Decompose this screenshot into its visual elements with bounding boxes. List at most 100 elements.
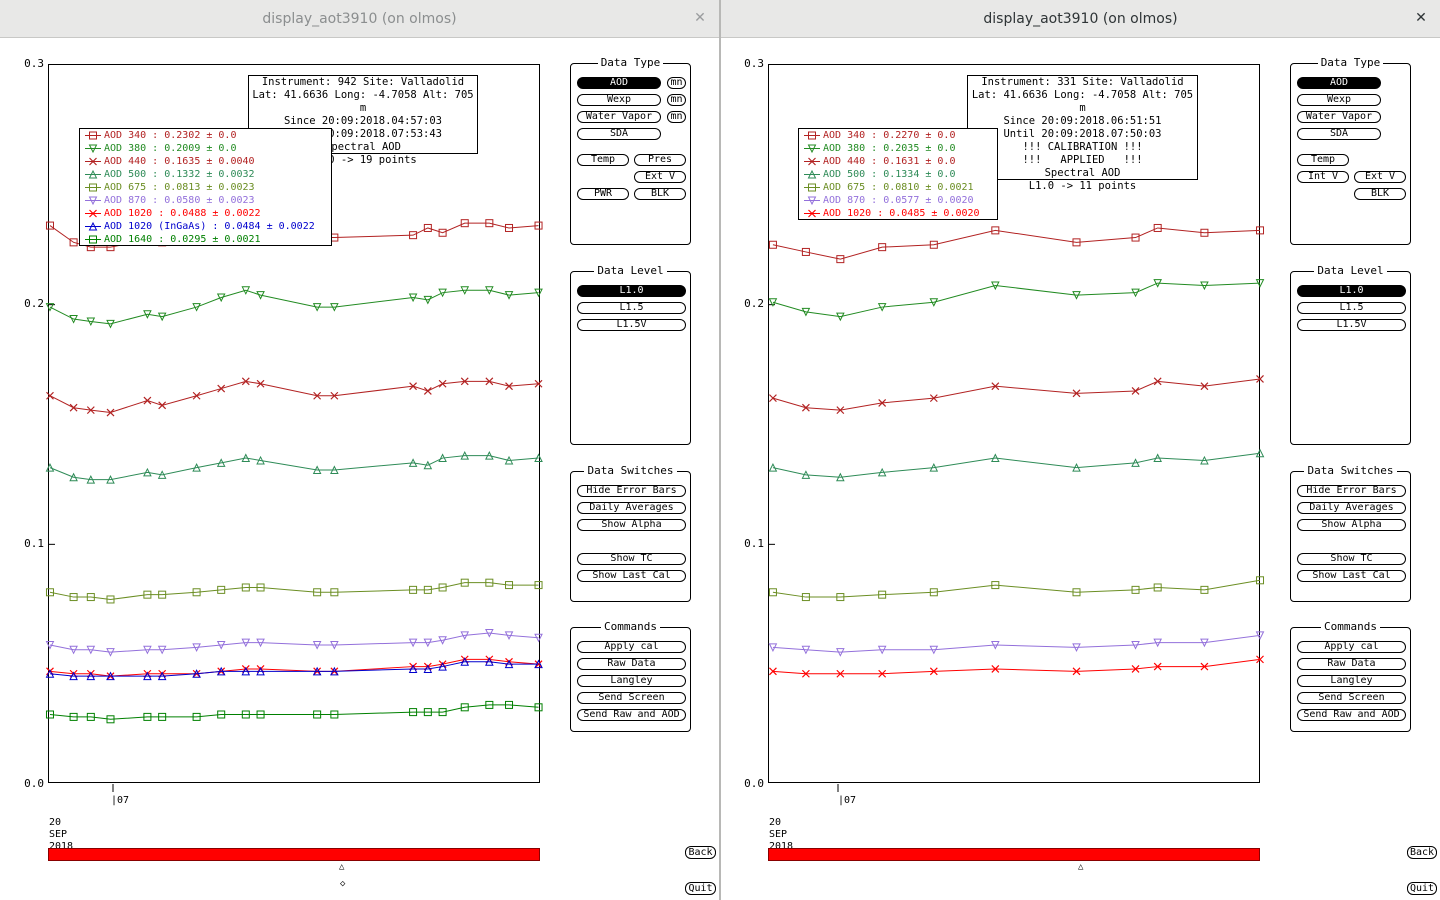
- level-l15-button[interactable]: L1.5: [577, 302, 686, 314]
- time-cursor-icon[interactable]: △: [1078, 862, 1084, 872]
- data-point: [438, 661, 447, 671]
- legend-value: : 0.1332 ± 0.0032: [146, 169, 255, 180]
- date-label: 20 SEP 2018: [769, 817, 794, 852]
- time-cursor-icon[interactable]: △: [339, 862, 345, 872]
- raw-data-button[interactable]: Raw Data: [1297, 658, 1406, 670]
- legend-marker: [88, 221, 98, 231]
- water-vapor-mn-button[interactable]: mn: [667, 111, 686, 123]
- show-alpha-button[interactable]: Show Alpha: [577, 519, 686, 531]
- close-icon[interactable]: ✕: [1415, 10, 1427, 26]
- data-point: [438, 583, 447, 592]
- blk-button[interactable]: BLK: [634, 188, 686, 200]
- data-point: [69, 645, 78, 655]
- data-point: [485, 286, 494, 295]
- window-titlebar[interactable]: display_aot3910 (on olmos) ✕: [0, 0, 719, 38]
- langley-button[interactable]: Langley: [1297, 675, 1406, 687]
- level-l15-button[interactable]: L1.5: [1297, 302, 1406, 314]
- data-point: [143, 645, 152, 655]
- data-point: [768, 463, 778, 472]
- legend-symbol-icon: [804, 196, 820, 206]
- level-l15v-button[interactable]: L1.5V: [577, 319, 686, 331]
- aod-button[interactable]: AOD: [577, 77, 661, 89]
- legend-entry: AOD 1640 : 0.0295 ± 0.0021: [82, 233, 329, 246]
- legend-marker: [808, 183, 816, 192]
- data-point: [45, 669, 55, 678]
- show-alpha-button[interactable]: Show Alpha: [1297, 519, 1406, 531]
- legend-entry: AOD 440 : 0.1631 ± 0.0: [801, 155, 995, 168]
- data-point: [106, 475, 115, 484]
- aod-mn-button[interactable]: mn: [667, 77, 686, 89]
- pwr-button[interactable]: PWR: [577, 188, 629, 200]
- data-point: [1072, 588, 1081, 597]
- temp-button[interactable]: Temp: [1297, 154, 1349, 166]
- legend-symbol-icon: [804, 131, 820, 140]
- data-point: [1256, 375, 1264, 383]
- data-point: [1131, 640, 1140, 650]
- data-point: [460, 377, 469, 386]
- data-point: [485, 377, 494, 386]
- show-tc-button[interactable]: Show TC: [577, 553, 686, 565]
- back-button[interactable]: Back: [1407, 846, 1437, 859]
- series-line: [49, 661, 539, 677]
- legend-label: AOD 440: [104, 156, 147, 167]
- time-range-bar[interactable]: [48, 848, 540, 861]
- data-point: [504, 291, 514, 300]
- send-screen-button[interactable]: Send Screen: [577, 692, 686, 704]
- data-point: [157, 470, 167, 479]
- show-tc-button[interactable]: Show TC: [1297, 553, 1406, 565]
- temp-button[interactable]: Temp: [577, 154, 629, 166]
- int-v-button[interactable]: Int V: [1297, 171, 1349, 183]
- send-raw-and-aod-button[interactable]: Send Raw and AOD: [1297, 709, 1406, 721]
- data-point: [45, 303, 55, 312]
- legend-entry: AOD 675 : 0.0813 ± 0.0023: [82, 181, 329, 194]
- apply-cal-button[interactable]: Apply cal: [1297, 641, 1406, 653]
- quit-button[interactable]: Quit: [685, 882, 716, 895]
- data-point: [485, 578, 494, 587]
- window-titlebar[interactable]: display_aot3910 (on olmos) ✕: [721, 0, 1440, 38]
- ext-v-button[interactable]: Ext V: [634, 171, 686, 183]
- pres-button[interactable]: Pres: [634, 154, 686, 166]
- data-point: [460, 657, 470, 666]
- show-last-cal-button[interactable]: Show Last Cal: [1297, 570, 1406, 582]
- wexp-button[interactable]: Wexp: [1297, 94, 1381, 106]
- data-point: [1200, 281, 1209, 291]
- send-screen-button[interactable]: Send Screen: [1297, 692, 1406, 704]
- data-point: [801, 307, 811, 317]
- level-l10-button[interactable]: L1.0: [577, 285, 686, 297]
- ext-v-button[interactable]: Ext V: [1354, 171, 1406, 183]
- time-range-bar[interactable]: [768, 848, 1260, 861]
- quit-button[interactable]: Quit: [1407, 882, 1437, 895]
- data-point: [1255, 631, 1265, 641]
- sda-button[interactable]: SDA: [577, 128, 661, 140]
- raw-data-button[interactable]: Raw Data: [577, 658, 686, 670]
- wexp-mn-button[interactable]: mn: [667, 94, 686, 106]
- data-point: [1131, 288, 1140, 298]
- legend-label: AOD 675: [823, 182, 866, 193]
- diamond-cursor-icon[interactable]: ◇: [340, 879, 346, 889]
- level-l10-button[interactable]: L1.0: [1297, 285, 1406, 297]
- send-raw-and-aod-button[interactable]: Send Raw and AOD: [577, 709, 686, 721]
- langley-button[interactable]: Langley: [577, 675, 686, 687]
- show-last-cal-button[interactable]: Show Last Cal: [577, 570, 686, 582]
- close-icon[interactable]: ✕: [694, 10, 706, 26]
- apply-cal-button[interactable]: Apply cal: [577, 641, 686, 653]
- hide-error-bars-button[interactable]: Hide Error Bars: [577, 485, 686, 497]
- data-point: [878, 399, 887, 407]
- legend-symbol-icon: [804, 183, 820, 192]
- wexp-button[interactable]: Wexp: [577, 94, 661, 106]
- level-l15v-button[interactable]: L1.5V: [1297, 319, 1406, 331]
- legend-entry: AOD 1020 : 0.0488 ± 0.0022: [82, 207, 329, 220]
- daily-averages-button[interactable]: Daily Averages: [577, 502, 686, 514]
- back-button[interactable]: Back: [685, 846, 716, 859]
- data-point: [241, 666, 251, 676]
- hide-error-bars-button[interactable]: Hide Error Bars: [1297, 485, 1406, 497]
- data-point: [505, 382, 513, 391]
- aod-button[interactable]: AOD: [1297, 77, 1381, 89]
- sda-button[interactable]: SDA: [1297, 128, 1381, 140]
- data-point: [409, 382, 418, 391]
- water-vapor-button[interactable]: Water Vapor: [577, 111, 661, 123]
- daily-averages-button[interactable]: Daily Averages: [1297, 502, 1406, 514]
- water-vapor-button[interactable]: Water Vapor: [1297, 111, 1381, 123]
- blk-button[interactable]: BLK: [1354, 188, 1406, 200]
- data-point: [330, 303, 339, 312]
